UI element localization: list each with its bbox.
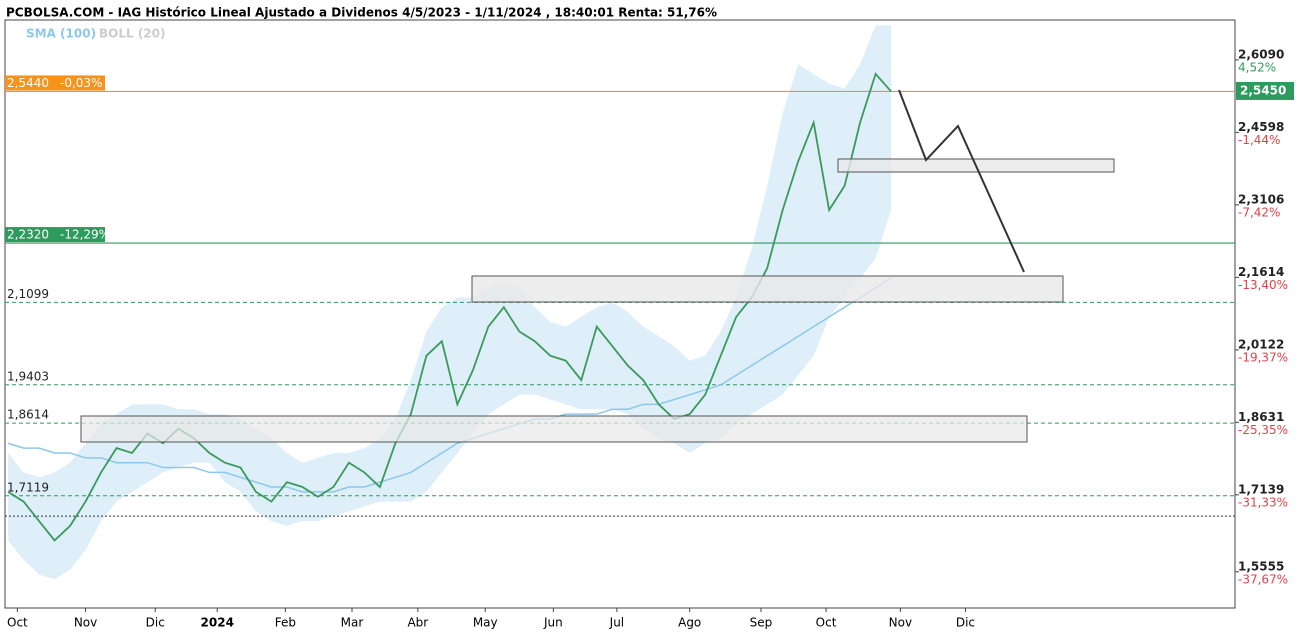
x-tick-label: Oct — [816, 616, 837, 630]
y-tick-pct: -31,33% — [1238, 495, 1288, 509]
x-tick-label: Nov — [74, 616, 97, 630]
y-tick-pct: -37,67% — [1238, 572, 1288, 586]
level-pct: -12,29% — [60, 228, 110, 242]
x-tick-label: Mar — [341, 616, 364, 630]
y-tick-pct: -7,42% — [1238, 205, 1280, 219]
plot-frame — [4, 19, 1236, 609]
zone — [471, 275, 1064, 303]
x-tick-label: Jul — [609, 616, 624, 630]
y-tick-label: 1,8631 — [1238, 410, 1284, 424]
x-tick-label: Dic — [146, 616, 165, 630]
y-tick-pct: -25,35% — [1238, 423, 1288, 437]
x-tick-label: Dic — [956, 616, 975, 630]
level-label: 1,8614 — [7, 408, 49, 422]
x-tick-label: Sep — [750, 616, 773, 630]
x-tick-label: Nov — [889, 616, 912, 630]
x-tick-label: Abr — [407, 616, 428, 630]
projection-arrow — [898, 89, 1025, 273]
level-label: 2,5440 — [7, 76, 49, 90]
x-tick-label: Jun — [543, 616, 563, 630]
legend-boll: BOLL (20) — [99, 27, 166, 41]
level-label: 2,1099 — [7, 287, 49, 301]
level-label: 2,2320 — [7, 228, 49, 242]
series-line — [7, 277, 892, 493]
y-tick-pct: -13,40% — [1238, 278, 1288, 292]
y-tick-label: 2,6090 — [1238, 47, 1284, 61]
level-label-box — [5, 227, 105, 243]
zone — [80, 415, 1028, 443]
level-pct: -0,03% — [60, 76, 102, 90]
x-tick-label: 2024 — [201, 616, 234, 630]
x-tick-label: Feb — [275, 616, 296, 630]
x-tick-label: Ago — [678, 616, 701, 630]
y-tick-label: 1,7139 — [1238, 482, 1284, 496]
last-price-label: 2,5450 — [1240, 83, 1286, 97]
x-tick-label: Oct — [7, 616, 28, 630]
y-tick-pct: -1,44% — [1238, 133, 1280, 147]
y-tick-pct: -19,37% — [1238, 350, 1288, 364]
chart-title: PCBOLSA.COM - IAG Histórico Lineal Ajust… — [6, 6, 717, 20]
y-tick-pct: 4,52% — [1238, 60, 1276, 74]
legend-sma: SMA (100) — [26, 27, 96, 41]
y-tick-label: 2,1614 — [1238, 265, 1284, 279]
x-tick-label: May — [473, 616, 498, 630]
last-price-box — [1236, 81, 1294, 100]
level-label: 1,7119 — [7, 480, 49, 494]
level-label: 1,9403 — [7, 369, 49, 383]
level-label-box — [5, 75, 105, 91]
y-tick-label: 2,0122 — [1238, 337, 1284, 351]
y-tick-label: 2,3106 — [1238, 192, 1284, 206]
y-tick-label: 1,5555 — [1238, 559, 1284, 573]
y-tick-label: 2,4598 — [1238, 120, 1284, 134]
